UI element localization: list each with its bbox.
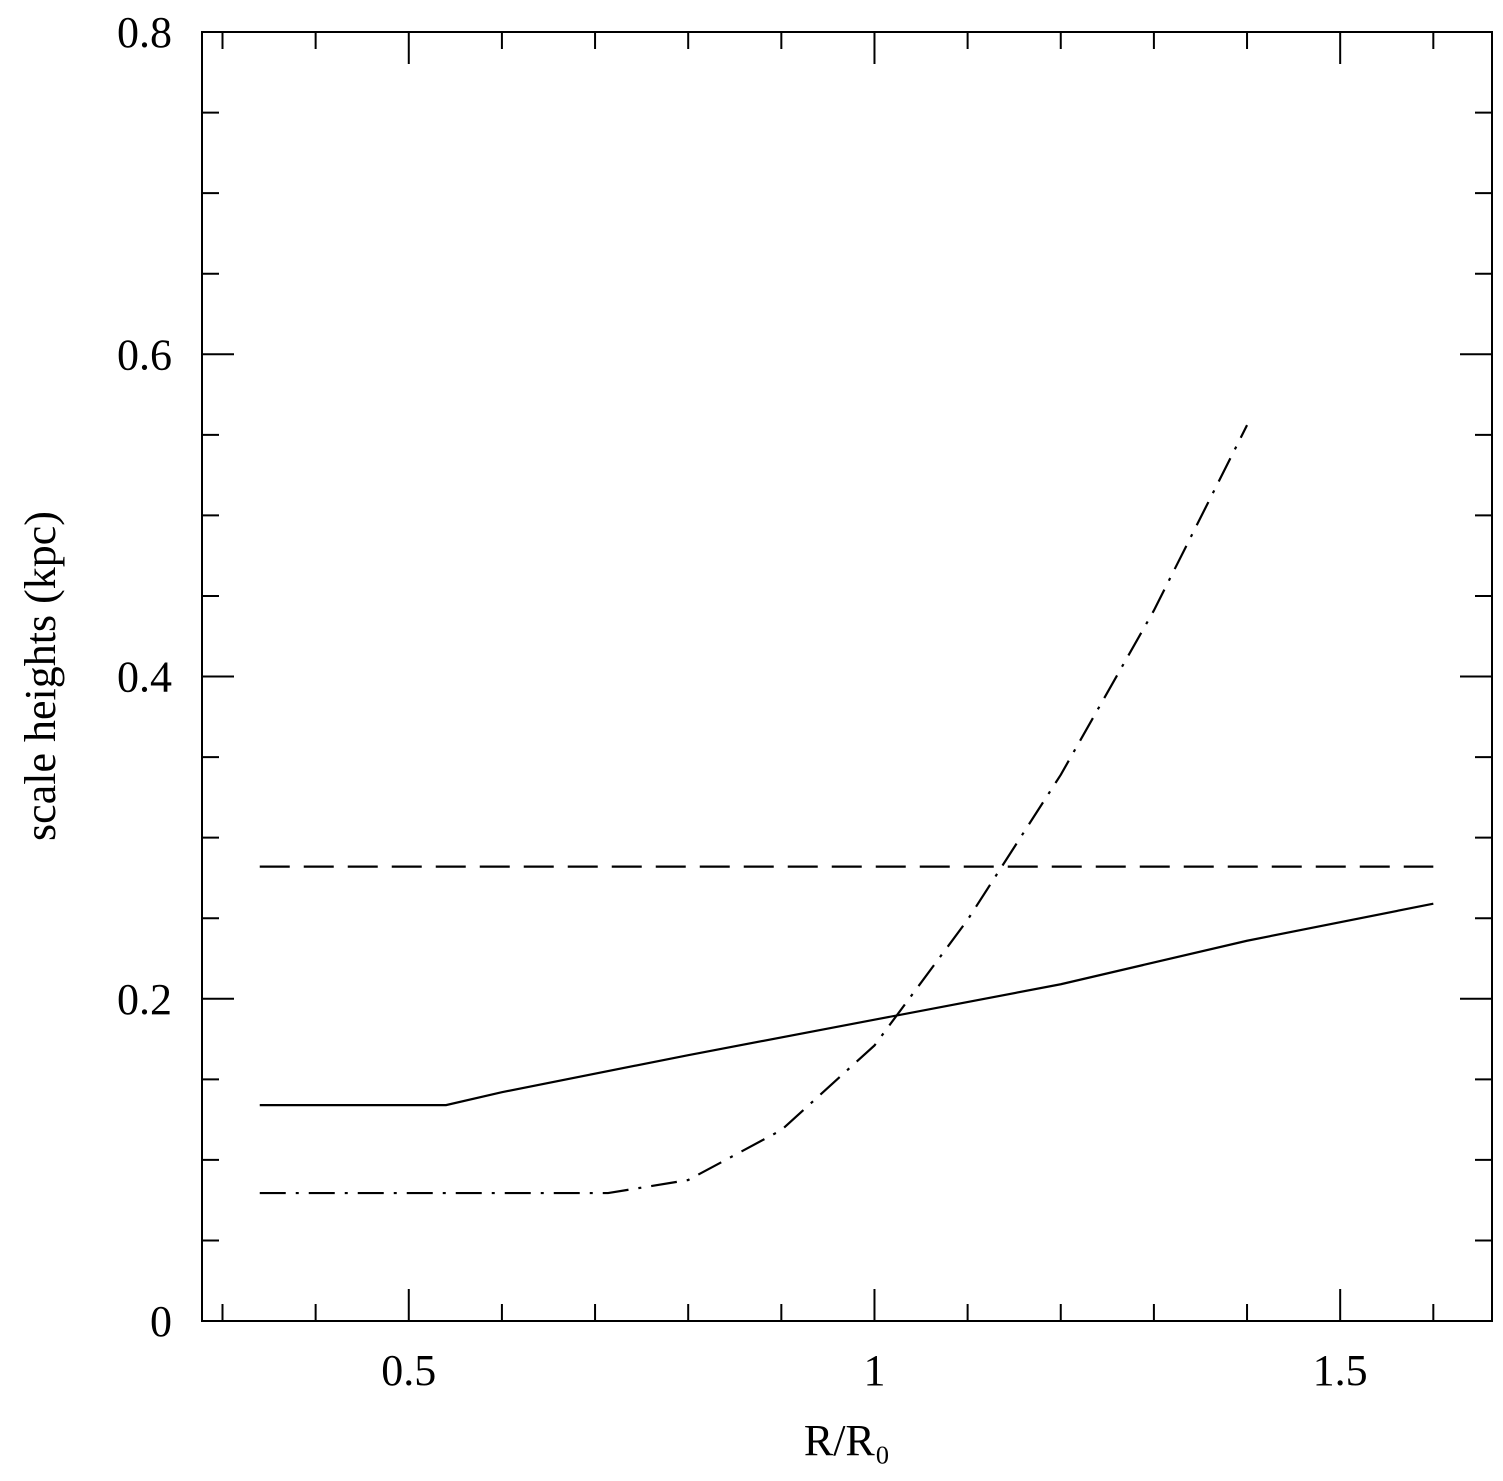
series-line [259, 902, 1434, 1107]
y-tick-label: 0.8 [117, 8, 172, 57]
y-tick-label: 0.4 [117, 653, 172, 702]
x-axis-label: R/R₀ [804, 1416, 890, 1465]
y-tick-label: 0 [150, 1297, 172, 1346]
series-line [259, 424, 1249, 1195]
plot-frame [201, 31, 1493, 1322]
y-tick-label: 0.6 [117, 330, 172, 379]
y-axis-label: scale heights (kpc) [16, 511, 65, 841]
x-tick-label: 1 [863, 1346, 885, 1395]
y-tick-label: 0.2 [117, 975, 172, 1024]
x-tick-label: 0.5 [381, 1346, 436, 1395]
x-tick-label: 1.5 [1313, 1346, 1368, 1395]
